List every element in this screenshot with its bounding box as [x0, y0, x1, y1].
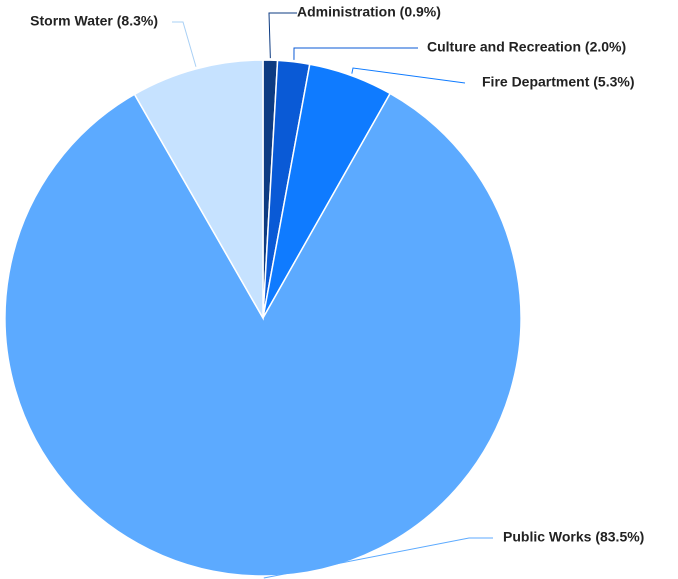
leader-line-culture-and-recreation: [293, 47, 418, 60]
slice-label-culture-and-recreation: Culture and Recreation (2.0%): [427, 39, 626, 55]
leader-line-administration: [268, 12, 297, 59]
slice-storm-water[interactable]: [133, 59, 264, 321]
leader-line-storm-water: [172, 21, 197, 67]
leader-line-fire-department: [351, 67, 466, 84]
leaders-layer: [172, 12, 493, 579]
leader-line-public-works: [263, 537, 493, 579]
slice-label-public-works: Public Works (83.5%): [503, 529, 644, 545]
slice-label-fire-department: Fire Department (5.3%): [482, 74, 634, 90]
slice-label-storm-water: Storm Water (8.3%): [30, 13, 158, 29]
slice-public-works[interactable]: [4, 92, 522, 577]
slice-label-administration: Administration (0.9%): [297, 4, 441, 20]
labels-layer: Administration (0.9%) Culture and Recreat…: [30, 4, 644, 545]
slices-layer: [4, 59, 522, 577]
